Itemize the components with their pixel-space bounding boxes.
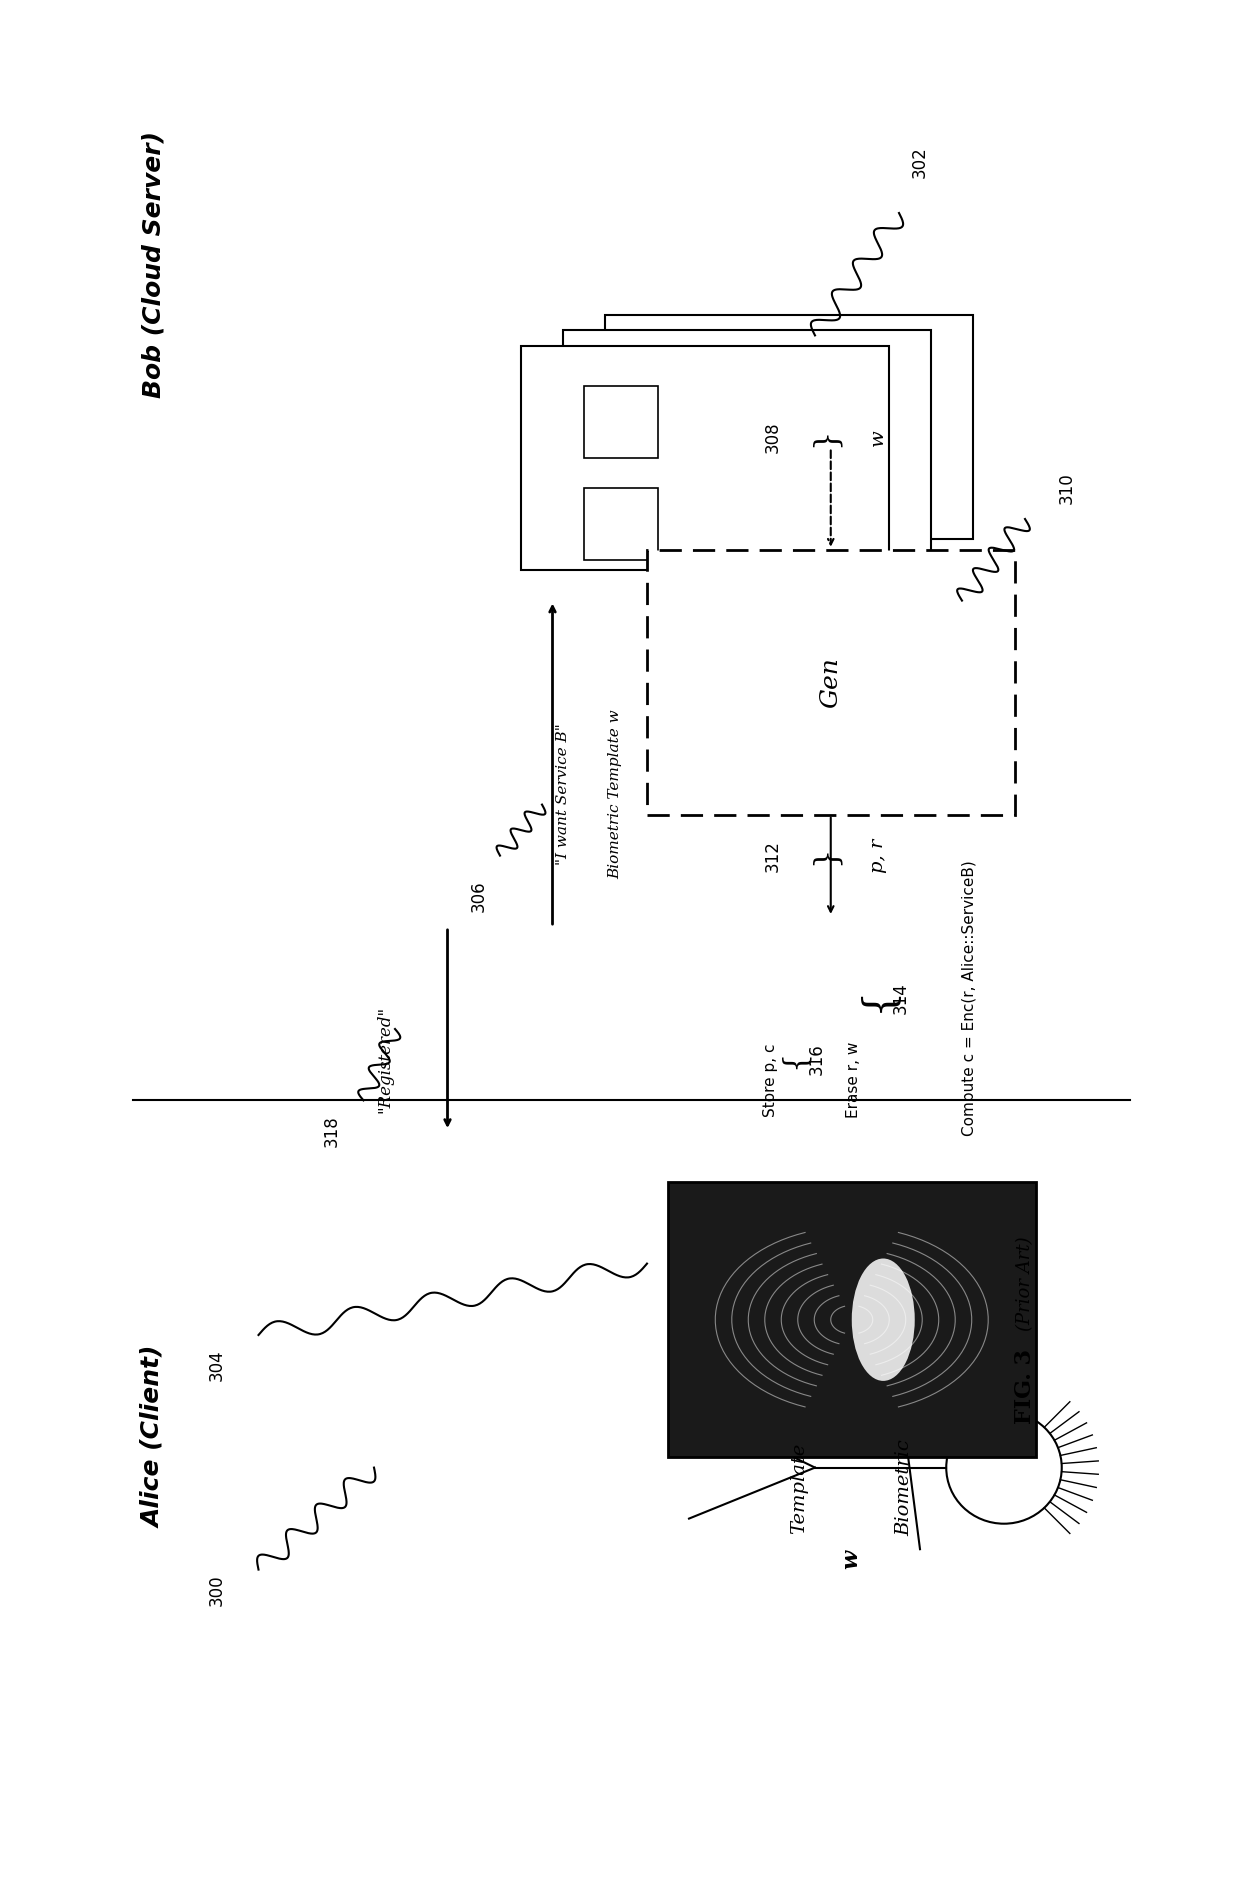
Text: w: w — [841, 1549, 863, 1570]
Text: 308: 308 — [764, 421, 782, 453]
Bar — [605, 316, 972, 540]
Text: 316: 316 — [807, 1043, 826, 1075]
Text: 300: 300 — [207, 1574, 226, 1606]
Bar — [584, 489, 657, 560]
Text: 312: 312 — [764, 840, 782, 872]
Text: Store p, c: Store p, c — [763, 1043, 777, 1117]
Bar — [521, 346, 889, 570]
Ellipse shape — [852, 1258, 915, 1382]
Text: 310: 310 — [1058, 472, 1076, 504]
Bar — [563, 331, 930, 555]
Text: Erase r, w: Erase r, w — [847, 1042, 862, 1119]
Text: 314: 314 — [892, 983, 909, 1015]
Bar — [668, 355, 742, 427]
Text: w: w — [869, 429, 887, 446]
Text: Compute c = Enc(r, Alice::ServiceB): Compute c = Enc(r, Alice::ServiceB) — [962, 861, 977, 1136]
Bar — [647, 549, 1014, 814]
Text: 304: 304 — [207, 1350, 226, 1382]
Text: Alice (Client): Alice (Client) — [141, 1346, 165, 1528]
Text: Bob (Cloud Server): Bob (Cloud Server) — [141, 130, 165, 397]
Bar — [626, 370, 699, 442]
Text: Gen: Gen — [820, 656, 842, 707]
Bar — [584, 387, 657, 459]
Text: {: { — [857, 985, 899, 1011]
Text: Biometric Template w: Biometric Template w — [609, 709, 622, 880]
Bar — [668, 1183, 1035, 1457]
Text: }: } — [810, 846, 841, 865]
Text: "Registered": "Registered" — [376, 1006, 393, 1113]
Text: FIG. 3: FIG. 3 — [1014, 1348, 1035, 1423]
Text: 306: 306 — [470, 880, 489, 912]
Bar — [668, 459, 742, 528]
Text: (Prior Art): (Prior Art) — [1016, 1237, 1034, 1331]
Text: Biometric: Biometric — [895, 1440, 913, 1536]
Text: }: } — [810, 429, 841, 447]
Bar — [626, 474, 699, 545]
Text: 302: 302 — [911, 147, 929, 179]
Text: 318: 318 — [322, 1115, 341, 1147]
Text: p, r: p, r — [869, 838, 887, 872]
Text: "I want Service B": "I want Service B" — [556, 724, 570, 865]
Text: Template: Template — [790, 1442, 808, 1534]
Text: {: { — [779, 1049, 810, 1070]
